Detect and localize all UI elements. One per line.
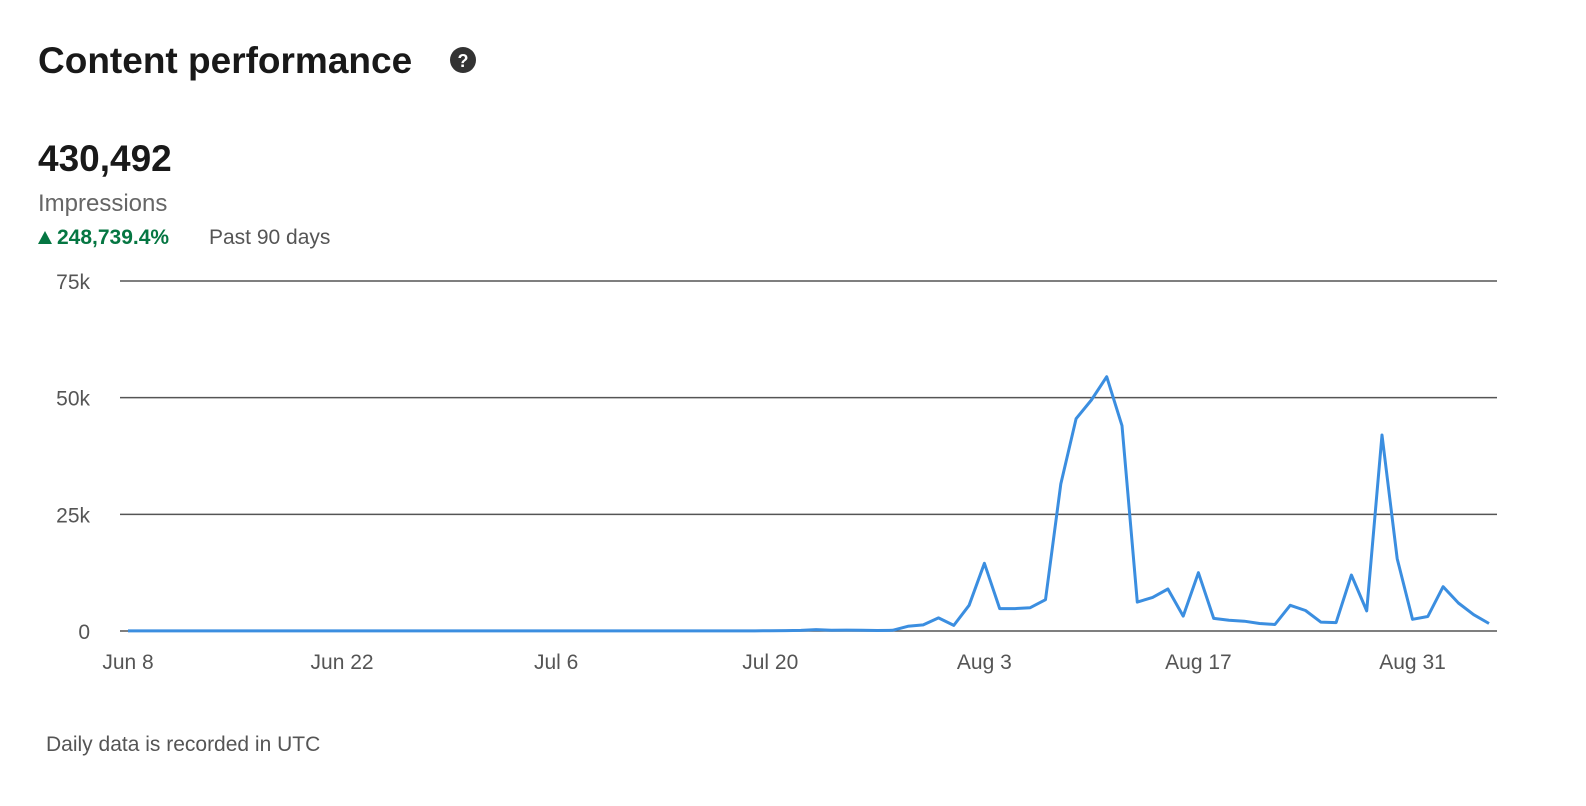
title: Content performance (38, 40, 412, 81)
data-line (128, 375, 1490, 633)
x-tick-label: Jun 8 (102, 651, 153, 674)
y-tick-label: 25k (56, 504, 90, 527)
x-tick-label: Aug 17 (1165, 651, 1232, 674)
x-tick-label: Aug 3 (957, 651, 1012, 674)
x-tick-label: Jun 22 (311, 651, 374, 674)
period: Past 90 days (209, 226, 330, 249)
y-tick-label: 0 (78, 621, 90, 644)
change: 248,739.4% (57, 226, 169, 249)
x-tick-label: Jul 6 (534, 651, 578, 674)
x-tick-label: Jul 20 (742, 651, 798, 674)
help-icon[interactable]: ? (450, 47, 476, 73)
svg-text:?: ? (458, 51, 469, 71)
total: 430,492 (38, 138, 172, 179)
y-tick-label: 50k (56, 388, 90, 411)
footnote: Daily data is recorded in UTC (46, 733, 320, 756)
up-arrow (38, 231, 52, 244)
x-tick-label: Aug 31 (1379, 651, 1446, 674)
metric: Impressions (38, 190, 167, 217)
y-tick-label: 75k (56, 271, 90, 294)
